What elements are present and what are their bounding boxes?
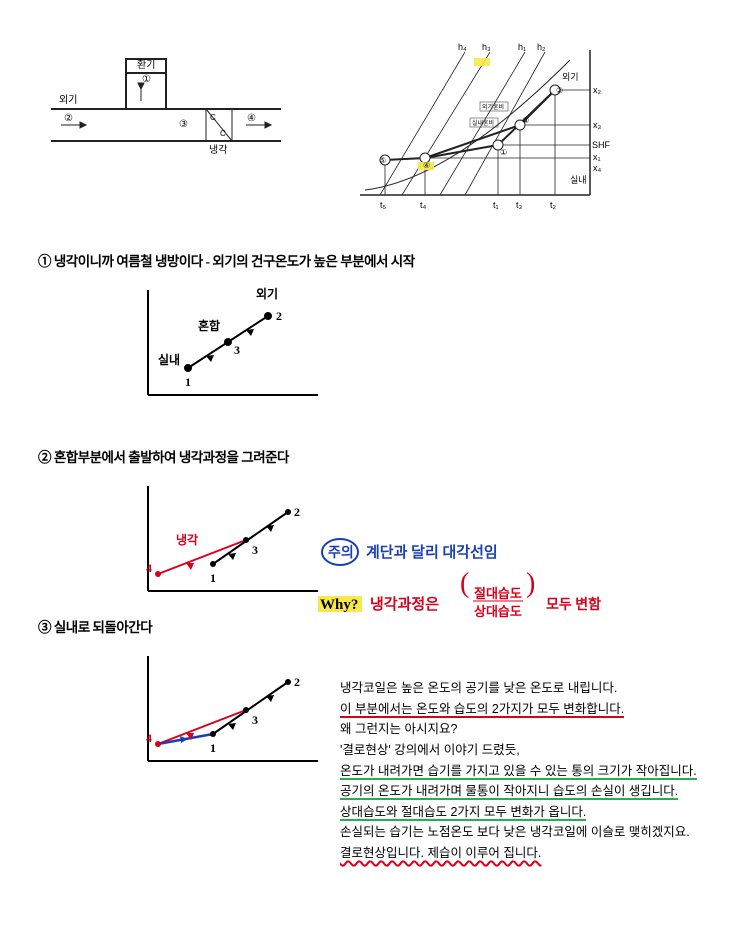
svg-text:혼합: 혼합 (198, 318, 220, 333)
body-l2: 이 부분에서는 온도와 습도의 2가지가 모두 변화합니다. (340, 699, 735, 720)
svg-text:t₁: t₁ (493, 200, 499, 210)
psychro-chart: 외기 ② ③ ① ④ ⑤ 실내 SHF x₂ x₃ x₁ x₄ h₄ h₃ h₁… (330, 40, 610, 220)
p-outside: 외기 (562, 71, 579, 82)
note2-text: ② 혼합부분에서 출발하여 냉각과정을 그려준다 (38, 446, 705, 466)
svg-text:실내혼비: 실내혼비 (472, 119, 494, 127)
mini2-cool: 냉각 (176, 532, 198, 547)
body-text: 냉각코일은 높은 온도의 공기를 낮은 온도로 내립니다. 이 부분에서는 온도… (340, 678, 735, 864)
svg-text:t₃: t₃ (516, 200, 523, 210)
svg-text:h₁: h₁ (518, 42, 526, 52)
svg-text:h₄: h₄ (458, 42, 467, 52)
body-l4: '결로현상' 강의에서 이야기 드렸듯, (340, 740, 735, 761)
body-l6: 공기의 온도가 내려가며 물통이 작아지니 습도의 손실이 생깁니다. (340, 781, 735, 802)
svg-text:): ) (526, 568, 535, 599)
svg-text:2: 2 (294, 505, 300, 519)
svg-text:2: 2 (294, 675, 300, 689)
callout-blue: 계단과 달리 대각선임 (366, 543, 498, 561)
svg-text:실내: 실내 (158, 352, 180, 367)
mini-chart-3: 2 3 1 4 (128, 646, 328, 776)
svg-text:외기혼비: 외기혼비 (482, 103, 504, 111)
svg-text:②: ② (556, 86, 563, 95)
callout-tail: 모두 변함 (546, 596, 601, 613)
svg-text:4: 4 (146, 561, 152, 575)
svg-text:③: ③ (522, 116, 529, 125)
note-1: ① 냉각이니까 여름철 냉방이다 - 외기의 건구온도가 높은 부분에서 시작 … (0, 250, 743, 410)
svg-text:4: 4 (146, 731, 152, 745)
lbl-return-num: ① (142, 74, 151, 85)
body-l7: 상대습도와 절대습도 2가지 모두 변화가 옵니다. (340, 802, 735, 823)
body-l5: 온도가 내려가면 습기를 가지고 있을 수 있는 통의 크기가 작아집니다. (340, 761, 735, 782)
svg-text:x₁: x₁ (593, 152, 601, 162)
svg-text:외기: 외기 (256, 286, 278, 301)
svg-text:2: 2 (276, 309, 282, 323)
body-l9: 결로현상입니다. 제습이 이루어 집니다. (340, 843, 735, 864)
svg-text:1: 1 (210, 571, 216, 585)
svg-text:x₂: x₂ (593, 85, 602, 95)
svg-text:x₄: x₄ (593, 163, 602, 173)
callout-whyred: 냉각과정은 (370, 595, 439, 613)
callout: 주의 계단과 달리 대각선임 Why? 냉각과정은 ( 절대습도 상대습도 ) … (318, 530, 713, 645)
svg-text:h₃: h₃ (482, 42, 491, 52)
note1-text: ① 냉각이니까 여름철 냉방이다 - 외기의 건구온도가 높은 부분에서 시작 (38, 250, 705, 270)
svg-text:④: ④ (423, 161, 430, 170)
callout-why: Why? (320, 597, 358, 613)
mini-chart-2: 2 3 1 4 냉각 (128, 476, 328, 606)
svg-text:⑤: ⑤ (379, 156, 386, 165)
lbl-outside: 외기 (59, 94, 77, 106)
svg-text:3: 3 (252, 543, 258, 557)
lbl-supply-num: ④ (247, 113, 256, 124)
lbl-cooling: 냉각 (209, 144, 227, 156)
psychro-svg: 외기 ② ③ ① ④ ⑤ 실내 SHF x₂ x₃ x₁ x₄ h₄ h₃ h₁… (330, 40, 610, 220)
brace-bot: 상대습도 (474, 604, 522, 619)
svg-text:C: C (220, 129, 226, 138)
top-diagrams-row: 환기 ① 외기 ② ③ CC ④ 냉각 (0, 0, 743, 230)
svg-text:t₄: t₄ (420, 200, 427, 210)
brace-top: 절대습도 (474, 586, 522, 601)
body-l1: 냉각코일은 높은 온도의 공기를 낮은 온도로 내립니다. (340, 678, 735, 699)
svg-text:C: C (210, 113, 216, 122)
svg-text:①: ① (500, 148, 507, 157)
svg-text:t₂: t₂ (550, 200, 557, 210)
svg-text:1: 1 (210, 741, 216, 755)
svg-text:3: 3 (252, 713, 258, 727)
body-l8: 손실되는 습기는 노점온도 보다 낮은 냉각코일에 이슬로 맺히겠지요. (340, 822, 735, 843)
svg-text:x₃: x₃ (593, 120, 602, 130)
duct-schematic: 환기 ① 외기 ② ③ CC ④ 냉각 (30, 40, 290, 170)
svg-text:3: 3 (234, 343, 240, 357)
svg-text:h₂: h₂ (537, 42, 546, 52)
mini-chart-1: 외기 2 혼합 3 실내 1 (128, 280, 328, 410)
svg-text:1: 1 (185, 375, 191, 389)
svg-text:t₅: t₅ (380, 200, 387, 210)
p-indoor: 실내 (570, 175, 587, 185)
lbl-return: 환기 (137, 59, 155, 71)
svg-text:(: ( (460, 568, 469, 599)
lbl-mix-num: ③ (179, 119, 188, 130)
lbl-outside-num: ② (64, 113, 73, 124)
body-l3: 왜 그런지는 아시지요? (340, 719, 735, 740)
duct-svg: 환기 ① 외기 ② ③ CC ④ 냉각 (31, 41, 291, 171)
callout-tag: 주의 (328, 544, 354, 561)
p-shf: SHF (592, 140, 610, 150)
